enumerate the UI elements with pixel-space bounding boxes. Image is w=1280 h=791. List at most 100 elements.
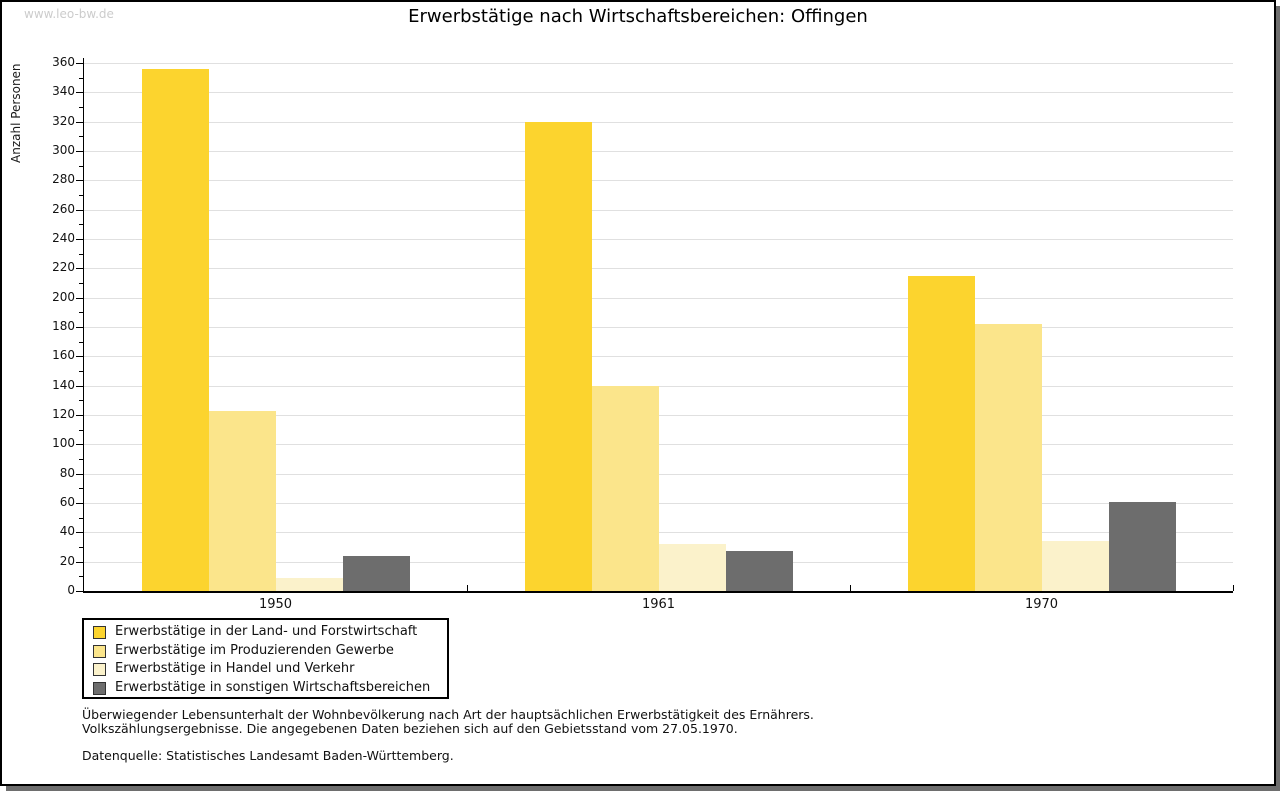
gridline-180 <box>84 327 1233 328</box>
legend-box: Erwerbstätige in der Land- und Forstwirt… <box>82 618 449 699</box>
legend-swatch-1 <box>93 626 106 639</box>
gridline-120 <box>84 415 1233 416</box>
gridline-280 <box>84 180 1233 182</box>
gridline-240 <box>84 239 1233 240</box>
y-tick-350 <box>79 77 83 79</box>
gridline-200 <box>84 297 1233 299</box>
gridline-300 <box>84 151 1233 152</box>
legend-label-1: Erwerbstätige in der Land- und Forstwirt… <box>115 624 418 639</box>
y-tick-label-20: 20 <box>59 553 75 568</box>
legend-item-2: Erwerbstätige im Produzierenden Gewerbe <box>84 642 447 662</box>
y-tick-label-340: 340 <box>52 84 75 99</box>
y-tick-label-100: 100 <box>52 436 75 451</box>
legend-swatch-3 <box>93 663 106 676</box>
gridline-140 <box>84 385 1233 387</box>
gridline-80 <box>84 473 1233 475</box>
x-tick-label-1970: 1970 <box>1024 597 1059 612</box>
page-shadow-bottom <box>6 786 1280 791</box>
y-tick-40 <box>76 532 83 534</box>
legend-swatch-2 <box>93 644 106 658</box>
gridline-100 <box>84 444 1233 446</box>
y-tick-110 <box>79 429 83 431</box>
footnote-line-1: Überwiegender Lebensunterhalt der Wohnbe… <box>82 707 814 722</box>
chart-title: Erwerbstätige nach Wirtschaftsbereichen:… <box>408 6 868 27</box>
y-tick-280 <box>76 180 83 182</box>
bar-1950-s3 <box>275 577 343 591</box>
y-tick-130 <box>79 400 83 402</box>
gridline-160 <box>84 356 1233 358</box>
footnote-source: Datenquelle: Statistisches Landesamt Bad… <box>82 748 454 763</box>
y-tick-label-0: 0 <box>67 583 75 597</box>
gridline-220 <box>84 268 1233 270</box>
y-tick-label-240: 240 <box>52 231 75 245</box>
legend-label-3: Erwerbstätige in Handel und Verkehr <box>115 661 355 676</box>
footnote-line-2: Volkszählungsergebnisse. Die angegebenen… <box>82 721 738 736</box>
y-tick-100 <box>76 444 83 446</box>
y-tick-label-180: 180 <box>52 319 75 333</box>
y-tick-140 <box>76 385 83 387</box>
bar-1961-s1 <box>524 121 592 591</box>
y-tick-label-220: 220 <box>52 260 75 275</box>
legend-item-3: Erwerbstätige in Handel und Verkehr <box>84 660 447 680</box>
y-tick-0 <box>76 591 83 592</box>
y-tick-230 <box>79 253 83 255</box>
gridline-320 <box>84 121 1233 123</box>
y-tick-10 <box>79 576 83 578</box>
y-axis-line <box>83 58 84 593</box>
bar-1961-s4 <box>725 551 793 591</box>
y-tick-label-260: 260 <box>52 201 75 216</box>
bar-1970-s3 <box>1041 541 1109 591</box>
y-tick-90 <box>79 459 83 460</box>
y-tick-20 <box>76 561 83 563</box>
legend-item-1: Erwerbstätige in der Land- und Forstwirt… <box>84 623 447 643</box>
y-tick-label-280: 280 <box>52 172 75 187</box>
bar-1961-s2 <box>591 385 659 591</box>
y-tick-310 <box>79 136 83 138</box>
x-axis-line <box>83 591 1233 593</box>
bar-1970-s1 <box>907 275 975 591</box>
legend-label-2: Erwerbstätige im Produzierenden Gewerbe <box>115 642 394 658</box>
x-tick-label-1950: 1950 <box>258 597 293 612</box>
x-tick-label-1961: 1961 <box>641 597 676 612</box>
bar-1950-s1 <box>141 68 209 591</box>
legend-item-4: Erwerbstätige in sonstigen Wirtschaftsbe… <box>84 679 447 699</box>
watermark: www.leo-bw.de <box>24 7 114 21</box>
y-tick-label-160: 160 <box>52 348 75 363</box>
bar-1950-s2 <box>208 410 276 591</box>
y-tick-240 <box>76 239 83 240</box>
x-boundary-tick-2 <box>849 585 851 591</box>
y-tick-360 <box>76 63 83 64</box>
y-tick-260 <box>76 209 83 211</box>
bar-1970-s2 <box>974 324 1042 591</box>
legend-swatch-4 <box>93 681 106 695</box>
y-axis-label: Anzahl Personen <box>9 63 23 163</box>
y-tick-label-40: 40 <box>59 524 75 539</box>
legend-label-4: Erwerbstätige in sonstigen Wirtschaftsbe… <box>115 679 431 695</box>
y-tick-label-320: 320 <box>52 113 75 128</box>
y-tick-50 <box>79 517 83 519</box>
gridline-340 <box>84 92 1233 94</box>
y-tick-120 <box>76 415 83 416</box>
y-tick-label-140: 140 <box>52 377 75 392</box>
y-tick-80 <box>76 473 83 475</box>
y-tick-300 <box>76 151 83 152</box>
x-boundary-tick-1 <box>466 585 468 591</box>
y-tick-label-300: 300 <box>52 143 75 157</box>
y-tick-170 <box>79 341 83 343</box>
bar-1950-s4 <box>342 555 410 591</box>
y-tick-190 <box>79 312 83 314</box>
y-tick-250 <box>79 224 83 226</box>
gridline-260 <box>84 209 1233 211</box>
x-boundary-tick-3 <box>1232 585 1234 591</box>
bar-1961-s3 <box>658 544 726 591</box>
y-tick-label-120: 120 <box>52 407 75 421</box>
y-tick-30 <box>79 547 83 548</box>
y-tick-label-360: 360 <box>52 55 75 69</box>
y-tick-label-80: 80 <box>59 465 75 480</box>
y-tick-200 <box>76 297 83 299</box>
gridline-40 <box>84 532 1233 534</box>
gridline-360 <box>84 63 1233 64</box>
page-shadow-right <box>1276 6 1280 786</box>
y-tick-320 <box>76 121 83 123</box>
